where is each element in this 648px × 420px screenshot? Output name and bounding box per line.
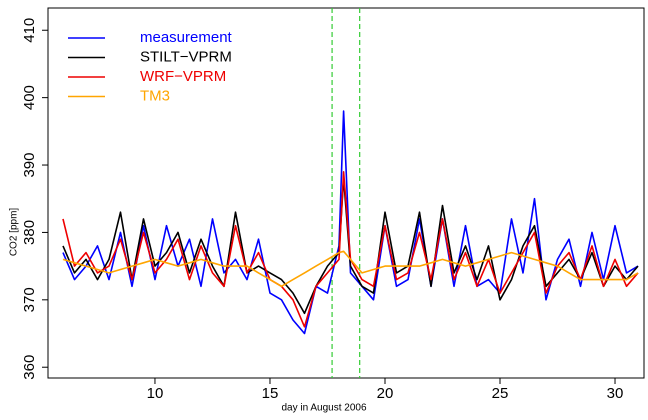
legend-label: WRF−VPRM [140, 68, 226, 85]
y-tick-label: 380 [21, 220, 38, 245]
x-tick-label: 10 [147, 385, 164, 402]
y-tick-label: 360 [21, 355, 38, 380]
y-tick-label: 410 [21, 18, 38, 43]
series-line [62, 177, 639, 315]
series-line [62, 110, 639, 335]
x-tick-label: 20 [377, 385, 394, 402]
series-line [62, 171, 639, 328]
legend-label: TM3 [140, 87, 170, 104]
x-tick-label: 30 [607, 385, 624, 402]
x-tick-label: 25 [492, 385, 509, 402]
legend-label: STILT−VPRM [140, 48, 232, 65]
y-tick-label: 390 [21, 153, 38, 178]
legend-label: measurement [140, 29, 233, 46]
y-tick-label: 400 [21, 85, 38, 110]
x-axis-label: day in August 2006 [281, 403, 367, 414]
x-tick-label: 15 [262, 385, 279, 402]
series-line [62, 250, 639, 288]
y-tick-label: 370 [21, 287, 38, 312]
plot-frame [47, 7, 645, 379]
y-axis-label: CO2 [ppm] [9, 208, 20, 257]
